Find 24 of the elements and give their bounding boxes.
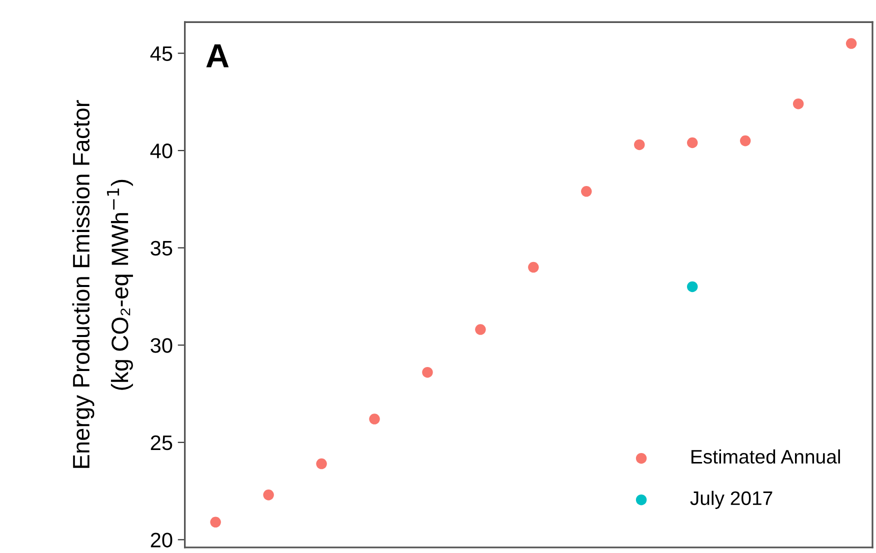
point (475, 324, 486, 335)
point (686, 281, 698, 292)
point (316, 458, 327, 470)
point (792, 98, 804, 110)
point (422, 366, 433, 378)
y-tick-label: 45 (150, 46, 172, 62)
y-tick-label: 40 (150, 144, 172, 158)
y-tick-label: 20 (150, 532, 172, 548)
legend-label: Estimated Annual (692, 449, 840, 464)
point (686, 137, 698, 148)
annotation: A (206, 44, 229, 68)
legend-label: July 2017 (690, 490, 772, 509)
point (740, 135, 751, 146)
point (634, 139, 645, 150)
point (846, 38, 857, 49)
point (210, 516, 221, 528)
y-tick-label: 35 (150, 240, 172, 256)
y-axis-title: Energy Production Emission Factor (kg CO₂-eq MWh$^{−1}$) (72, 100, 133, 468)
y-tick-label: 25 (150, 435, 172, 450)
point (263, 490, 274, 500)
point (369, 414, 380, 424)
point (528, 262, 539, 273)
y-tick-label: 30 (150, 338, 172, 353)
point (581, 186, 592, 197)
